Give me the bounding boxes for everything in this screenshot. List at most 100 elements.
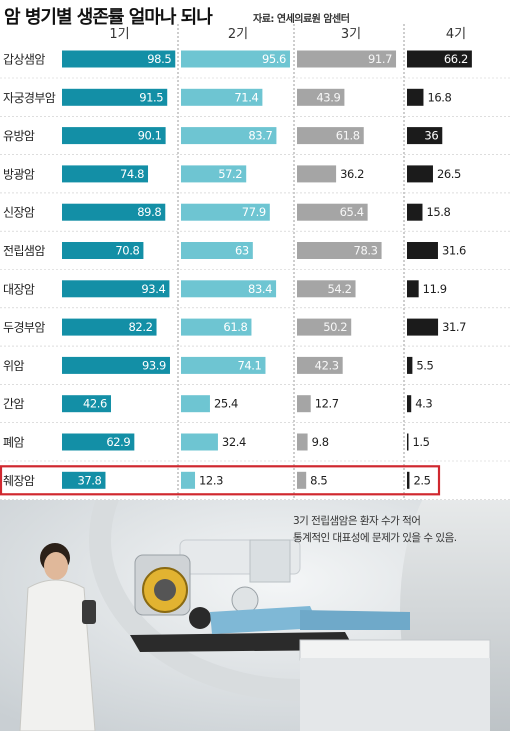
data-label: 89.8 [137,205,161,219]
data-label: 91.5 [139,90,163,104]
bar [62,242,144,259]
data-label: 66.2 [444,52,468,66]
bar [407,356,413,374]
data-label: 91.7 [368,52,392,66]
bar [297,88,345,106]
data-label: 62.9 [106,435,130,449]
data-label: 83.4 [248,282,272,296]
bar [297,165,337,183]
bar [62,203,166,221]
bar [297,356,343,374]
data-label: 71.4 [234,90,258,104]
data-label: 9.8 [312,435,329,449]
data-label: 65.4 [340,205,364,219]
bar [407,471,410,489]
data-label: 36.2 [340,167,364,181]
data-label: 26.5 [437,167,461,181]
page-title: 암 병기별 생존률 얼마나 되나 [4,7,213,28]
data-label: 82.2 [129,320,153,334]
data-label: 36 [424,129,438,143]
stage-header: 2기 [228,27,248,42]
footnote: 3기 전립샘암은 환자 수가 적어 통계적인 대표성에 문제가 있을 수 있음. [293,513,457,547]
bar [297,471,307,489]
data-label: 42.6 [83,397,107,411]
data-label: 77.9 [242,205,266,219]
bar [407,242,438,259]
data-label: 83.7 [248,129,272,143]
data-label: 61.8 [223,320,247,334]
stage-header: 1기 [109,27,129,42]
data-label: 43.9 [316,90,340,104]
data-label: 5.5 [416,358,433,372]
source-label: 자료: 연세의료원 암센터 [253,14,350,25]
data-label: 95.6 [262,52,286,66]
category-label: 췌장암 [3,474,35,488]
bar [62,471,106,489]
bar [62,433,135,451]
data-label: 8.5 [310,473,327,487]
bar [62,50,176,68]
bar [181,356,266,374]
doctor [19,543,96,731]
treatment-couch [130,632,355,652]
bar [181,203,270,221]
data-label: 1.5 [412,435,429,449]
bar [181,471,196,489]
bar [297,50,397,68]
gantry-head [134,554,191,616]
category-label: 간암 [3,397,24,411]
data-label: 31.7 [442,320,466,334]
bar [181,127,277,145]
data-label: 70.8 [115,244,139,258]
data-label: 42.3 [315,358,339,372]
data-label: 16.8 [427,90,451,104]
bar [407,318,439,336]
stage-header: 3기 [341,27,361,42]
category-label: 두경부암 [3,321,45,335]
footnote-line: 3기 전립샘암은 환자 수가 적어 [293,515,421,527]
bar [297,242,382,259]
bar [407,433,409,451]
bar [62,318,157,336]
category-label: 폐암 [3,436,24,450]
data-label: 37.8 [77,473,101,487]
bar [297,280,356,298]
bar [297,433,308,451]
data-label: 93.9 [142,358,166,372]
bar [181,165,247,183]
bar [62,395,111,413]
bar [181,88,263,106]
data-label: 4.3 [415,397,432,411]
data-label: 74.1 [237,358,261,372]
stage-header: 4기 [446,27,466,42]
data-label: 61.8 [336,129,360,143]
bar [62,127,166,145]
treatment-photo [0,500,510,731]
data-label: 32.4 [222,435,246,449]
data-label: 90.1 [138,129,162,143]
data-label: 12.3 [199,473,223,487]
bar [407,165,433,183]
data-label: 98.5 [147,52,171,66]
highlight-box [0,465,441,496]
bar [297,395,311,413]
data-label: 78.3 [354,244,378,258]
footnote-line: 통계적인 대표성에 문제가 있을 수 있음. [293,532,457,544]
bar [407,203,423,221]
bar [407,280,419,298]
bar [407,50,472,68]
category-label: 대장암 [3,282,35,296]
bar [407,395,412,413]
bar [181,280,277,298]
bar [297,127,364,145]
bar [297,318,352,336]
bar [62,280,170,298]
category-label: 갑상샘암 [3,53,45,67]
bar [181,433,218,451]
data-label: 11.9 [423,282,447,296]
bar [181,242,253,259]
data-label: 12.7 [315,397,339,411]
bar [407,127,443,145]
bar [181,395,210,413]
